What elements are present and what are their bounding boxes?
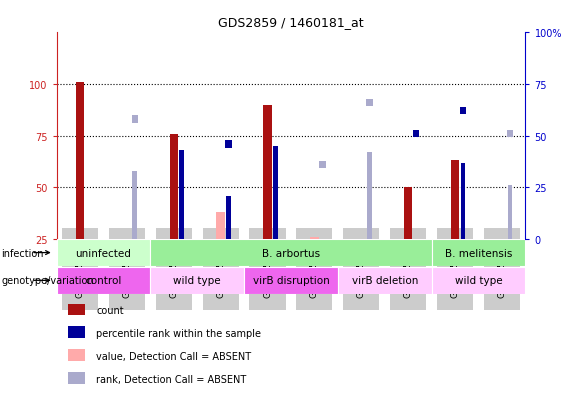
Text: virB disruption: virB disruption (253, 275, 329, 286)
Bar (366, 100, 372, 107)
Text: wild type: wild type (455, 275, 502, 286)
Bar (150, 267, 244, 294)
Title: GDS2859 / 1460181_at: GDS2859 / 1460181_at (218, 16, 364, 29)
Text: percentile rank within the sample: percentile rank within the sample (96, 328, 261, 338)
Bar (56, 267, 150, 294)
Bar (244, 267, 338, 294)
Bar (404, 188, 412, 240)
Text: value, Detection Call = ABSENT: value, Detection Call = ABSENT (96, 351, 251, 361)
Text: rank, Detection Call = ABSENT: rank, Detection Call = ABSENT (96, 374, 246, 384)
Text: infection: infection (1, 248, 44, 258)
Bar (273, 147, 278, 240)
Bar (226, 196, 231, 240)
Text: genotype/variation: genotype/variation (1, 275, 94, 286)
Bar (179, 151, 184, 240)
Bar (432, 240, 525, 266)
Bar (432, 267, 525, 294)
Bar (56, 240, 150, 266)
Text: B. arbortus: B. arbortus (262, 248, 320, 258)
Text: count: count (96, 306, 124, 316)
Text: uninfected: uninfected (76, 248, 131, 258)
Bar (460, 163, 466, 240)
Bar (76, 83, 84, 240)
Bar (132, 116, 138, 123)
Text: B. melitensis: B. melitensis (445, 248, 512, 258)
Bar (216, 213, 225, 240)
Bar (451, 161, 459, 240)
Bar (367, 159, 372, 240)
Bar (367, 153, 372, 240)
Bar (413, 131, 419, 138)
Bar (170, 134, 178, 240)
Bar (150, 240, 432, 266)
Bar (319, 161, 325, 169)
Text: virB deletion: virB deletion (351, 275, 418, 286)
Bar (507, 131, 513, 138)
Bar (338, 267, 432, 294)
Text: control: control (85, 275, 121, 286)
Bar (507, 186, 512, 240)
Bar (225, 141, 232, 148)
Text: wild type: wild type (173, 275, 221, 286)
Bar (310, 237, 319, 240)
Bar (132, 171, 137, 240)
Bar (263, 105, 272, 240)
Bar (460, 108, 466, 115)
